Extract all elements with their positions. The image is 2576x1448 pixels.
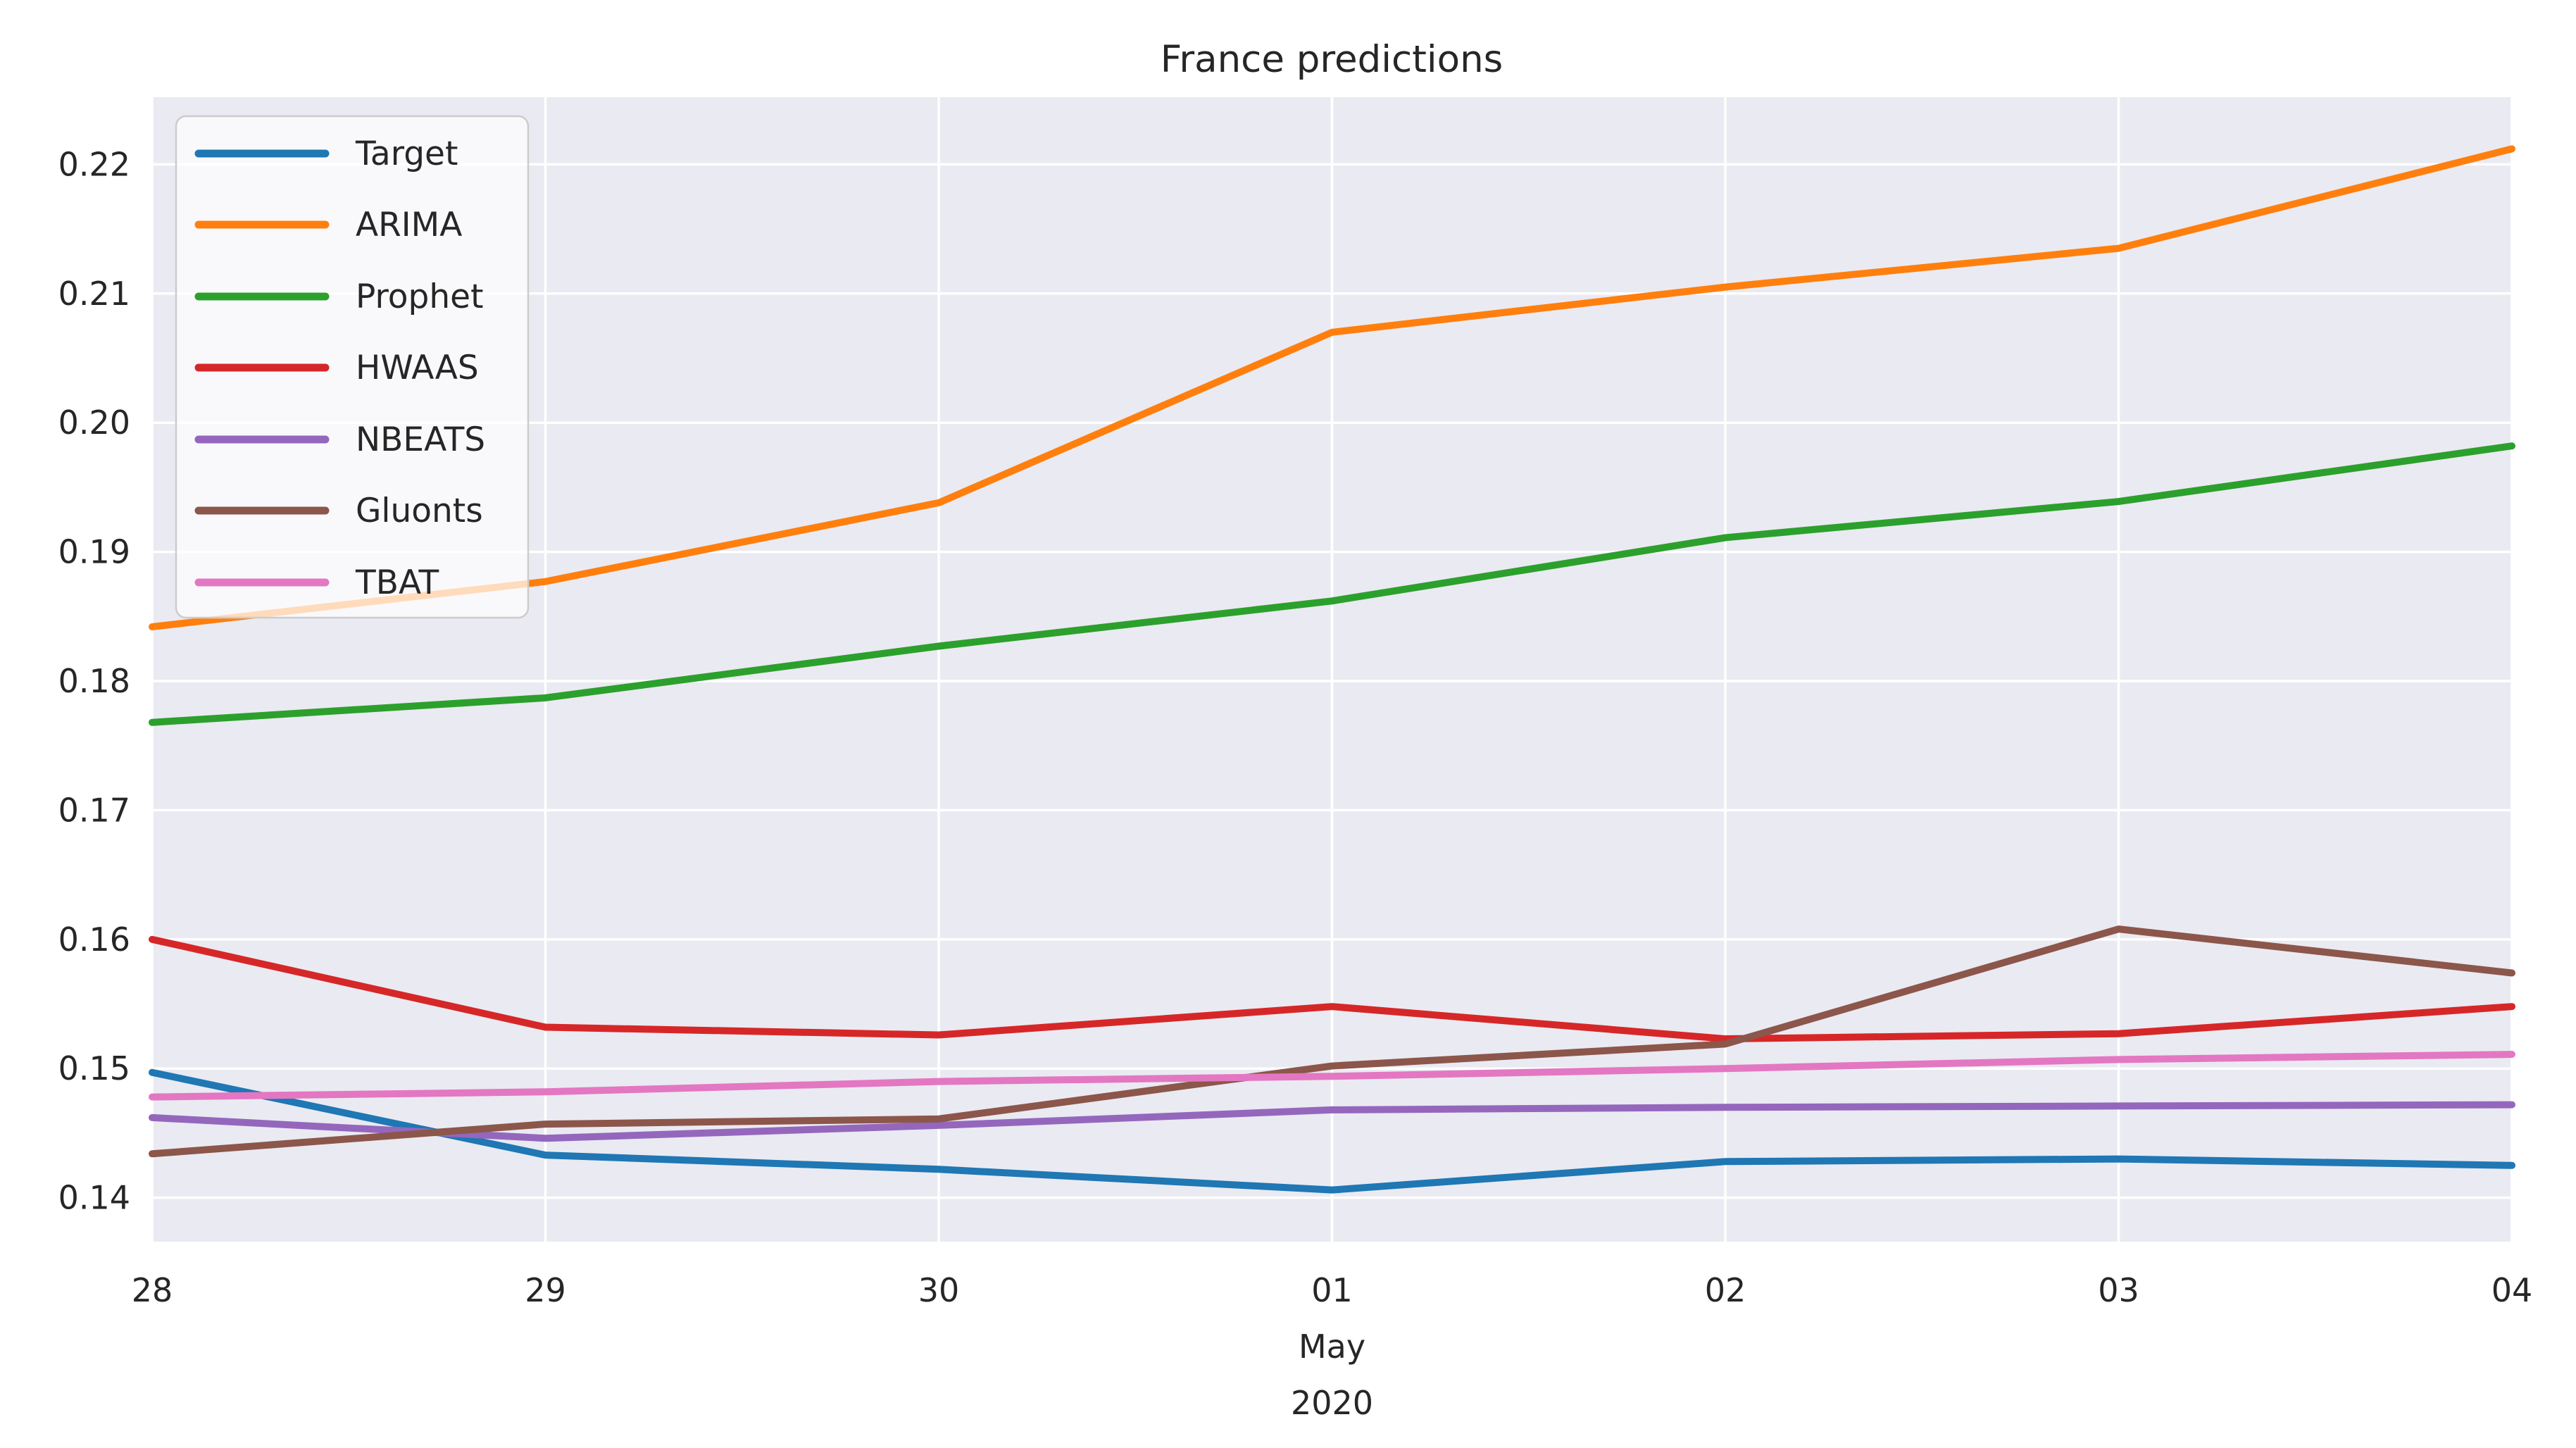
legend-box [175, 115, 530, 619]
axis-layer: 0.14 0.15 0.16 0.17 0.18 0.19 0.20 0.21 0.22 28 29… [58, 145, 2533, 1422]
y-tick-label: 0.20 [58, 404, 130, 442]
legend-label-gluonts: Gluonts [356, 492, 483, 530]
y-tick-label: 0.16 [58, 920, 130, 959]
legend-label-arima: ARIMA [356, 206, 462, 244]
legend-item: ARIMA [194, 206, 462, 244]
y-tick-label: 0.21 [58, 275, 130, 313]
legend-label-hwaas: HWAAS [356, 349, 479, 387]
series-line-prophet [149, 442, 2515, 726]
series-line-tbat [149, 1051, 2515, 1101]
x-tick-label: 01 [1311, 1271, 1353, 1309]
x-axis-secondary-label: 2020 [1291, 1384, 1373, 1422]
x-tick-label: 04 [2491, 1271, 2533, 1309]
y-tick-label: 0.17 [58, 791, 130, 829]
y-tick-label: 0.14 [58, 1179, 130, 1217]
series-line-arima [149, 145, 2515, 630]
chart-title: France predictions [1161, 38, 1503, 81]
legend-item: Gluonts [194, 492, 483, 530]
series-line-target [149, 1068, 2515, 1194]
legend: Target ARIMA Prophet HWAAS NBEATS Gluont… [175, 115, 530, 619]
y-tick-label: 0.22 [58, 145, 130, 183]
x-tick-label: 03 [2098, 1271, 2139, 1309]
y-tick-label: 0.18 [58, 662, 130, 700]
x-tick-label: 29 [525, 1271, 566, 1309]
series-line-hwaas [149, 935, 2515, 1043]
x-tick-label: 28 [132, 1271, 173, 1309]
y-tick-label: 0.19 [58, 533, 130, 571]
series-layer [149, 145, 2515, 1194]
legend-label-target: Target [355, 135, 458, 173]
legend-label-tbat: TBAT [355, 563, 439, 602]
legend-item: TBAT [194, 563, 439, 602]
x-tick-label: 30 [918, 1271, 960, 1309]
legend-item: Target [194, 135, 458, 173]
legend-item: NBEATS [194, 420, 485, 459]
legend-item: Prophet [194, 277, 484, 316]
legend-label-prophet: Prophet [356, 277, 484, 316]
legend-label-nbeats: NBEATS [356, 420, 485, 459]
legend-item: HWAAS [194, 349, 479, 387]
y-tick-label: 0.15 [58, 1049, 130, 1087]
series-line-nbeats [149, 1101, 2515, 1142]
x-tick-label: 02 [1705, 1271, 1746, 1309]
series-line-gluonts [149, 925, 2515, 1158]
x-axis-secondary-label: May [1299, 1328, 1365, 1366]
